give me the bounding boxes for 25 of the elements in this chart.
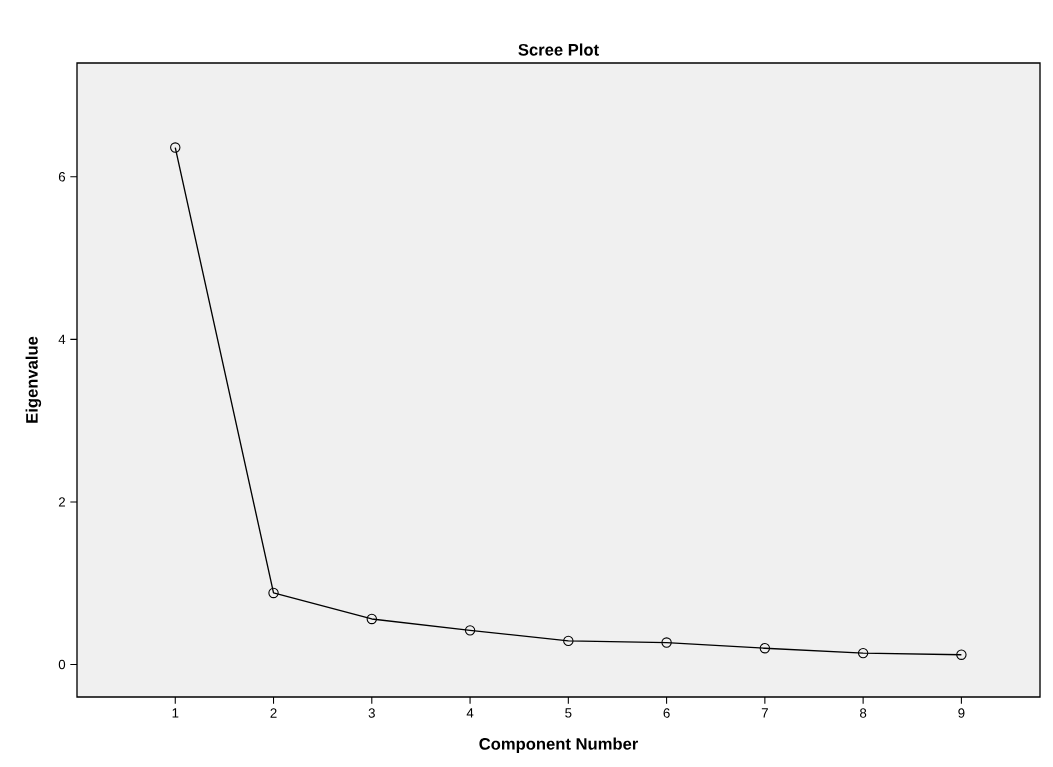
y-tick-label: 2 bbox=[58, 497, 65, 507]
y-tick-label: 4 bbox=[58, 334, 66, 344]
x-tick-label: 3 bbox=[368, 708, 375, 718]
x-tick-label: 4 bbox=[466, 708, 474, 718]
x-tick-label: 2 bbox=[270, 708, 277, 718]
point bbox=[366, 613, 377, 625]
point bbox=[170, 142, 181, 153]
x-tick-label: 1 bbox=[172, 708, 179, 718]
x-tick-label: 7 bbox=[761, 708, 768, 718]
point bbox=[857, 647, 869, 659]
y-tick-label: 0 bbox=[58, 659, 66, 670]
x-tick-label: 8 bbox=[860, 708, 867, 718]
y-tick-label: 6 bbox=[58, 172, 66, 182]
x-axis-title: Component Number bbox=[479, 737, 639, 754]
point bbox=[759, 643, 771, 654]
y-axis-title: Eigenvalue bbox=[25, 336, 42, 423]
x-tick-label: 5 bbox=[565, 708, 572, 718]
chart-title: Scree Plot bbox=[518, 43, 599, 56]
point bbox=[464, 625, 476, 636]
point bbox=[956, 649, 967, 660]
x-tick-label: 9 bbox=[958, 708, 965, 718]
point bbox=[563, 635, 574, 647]
point bbox=[661, 637, 672, 648]
point bbox=[268, 587, 279, 599]
x-tick-label: 6 bbox=[663, 708, 670, 718]
